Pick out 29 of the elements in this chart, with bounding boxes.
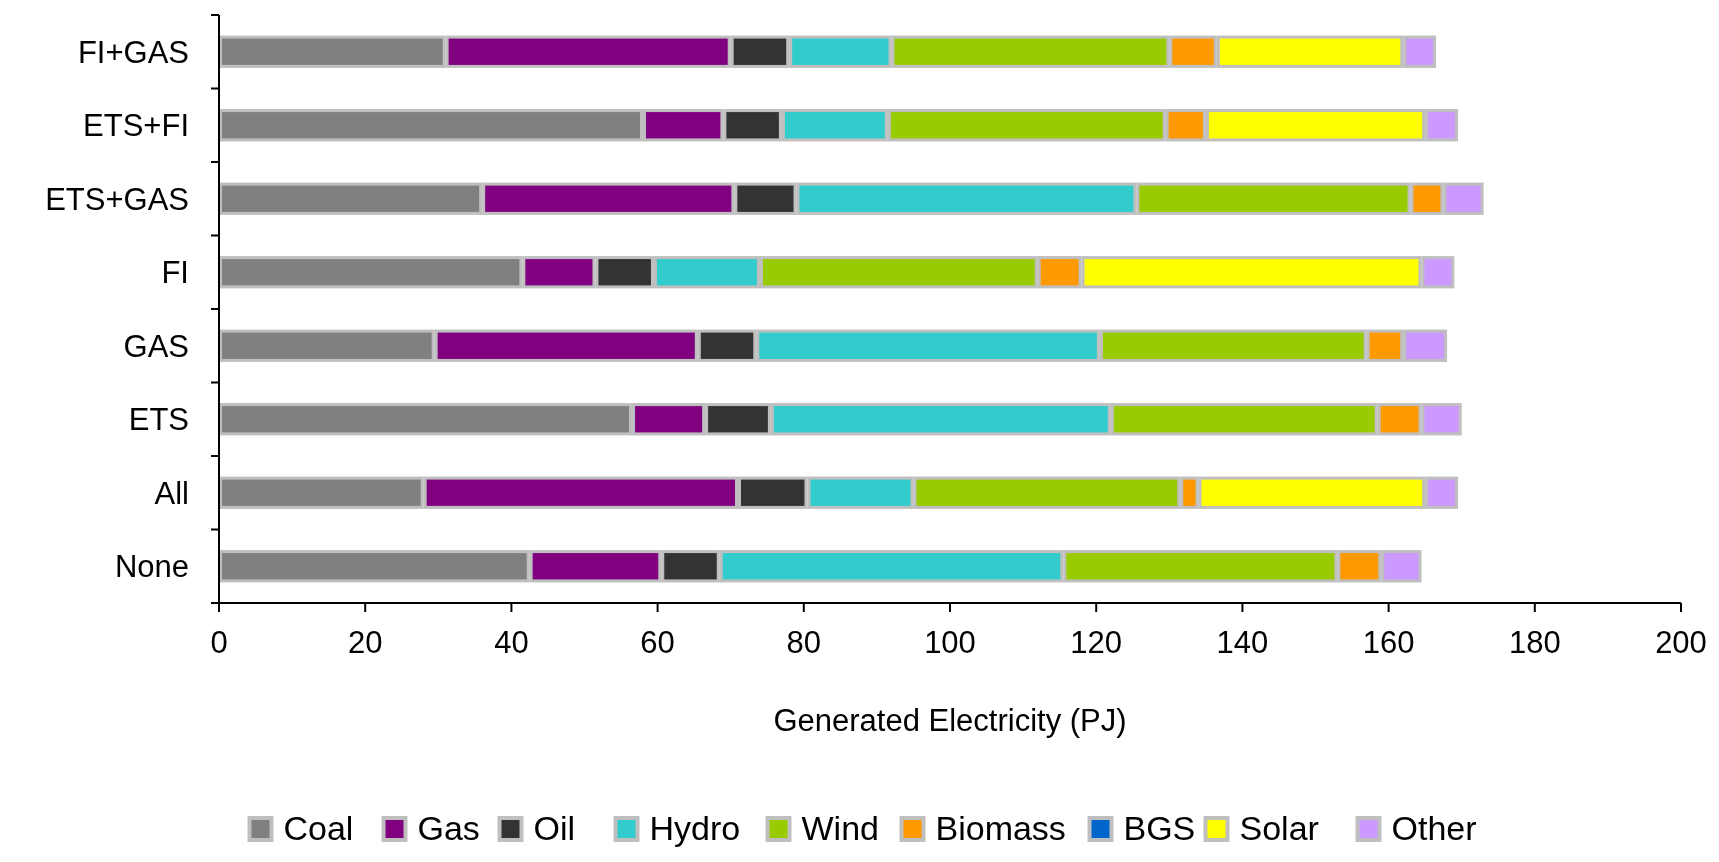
x-tick-label: 120 <box>1070 625 1123 660</box>
legend-label: BGS <box>1123 809 1196 847</box>
x-tick-label: 100 <box>924 625 976 660</box>
y-tick-label: ETS+GAS <box>45 181 189 217</box>
x-tick-label: 180 <box>1508 625 1561 660</box>
x-tick-label: 0 <box>210 625 228 660</box>
y-tick-label: FI+GAS <box>77 34 189 70</box>
legend-label: Oil <box>533 809 576 847</box>
legend-label: Coal <box>283 809 354 847</box>
y-tick-label: GAS <box>123 328 189 364</box>
x-tick-label: 160 <box>1362 625 1415 660</box>
y-tick-label: None <box>114 549 189 585</box>
legend-label: Wind <box>801 809 879 847</box>
legend-label: Gas <box>417 809 480 847</box>
legend-label: Hydro <box>649 809 741 847</box>
x-tick-label: 20 <box>347 625 383 660</box>
legend-label: Solar <box>1239 809 1319 847</box>
legend-label: Biomass <box>935 809 1066 847</box>
x-tick-label: 140 <box>1216 625 1269 660</box>
y-tick-label: ETS+FI <box>83 108 189 144</box>
x-tick-label: 80 <box>786 625 822 660</box>
y-tick-label: All <box>154 475 189 511</box>
x-tick-label: 40 <box>494 625 529 660</box>
x-axis-title: Generated Electricity (PJ) <box>773 703 1127 738</box>
y-tick-label: ETS <box>128 402 189 438</box>
y-tick-label: FI <box>161 255 189 291</box>
x-tick-label: 60 <box>640 625 675 660</box>
x-tick-label: 200 <box>1655 625 1707 660</box>
legend-label: Other <box>1391 809 1477 847</box>
